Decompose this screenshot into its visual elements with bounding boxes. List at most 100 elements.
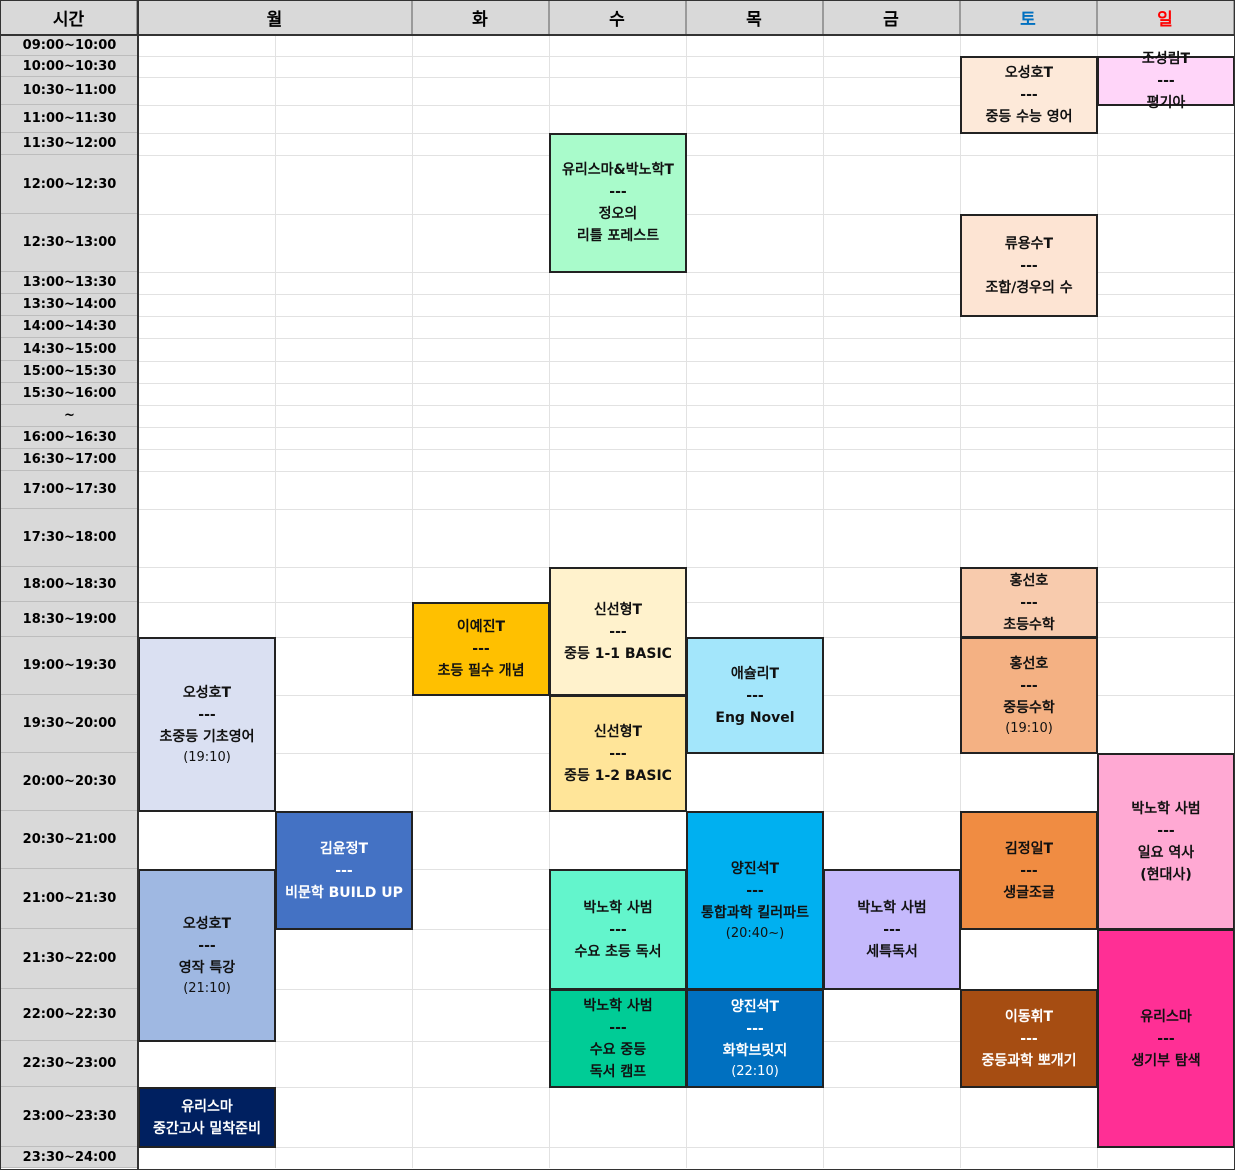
header-day-3: 수 — [549, 1, 686, 34]
header-day-1: 월 — [138, 1, 412, 34]
class-title: 영작 특강 — [178, 959, 236, 976]
class-title: 중등 1-1 BASIC — [564, 645, 672, 662]
class-divider: --- — [472, 641, 490, 657]
class-block[interactable]: 오성호T --- 영작 특강 (21:10) — [138, 869, 276, 1042]
class-block[interactable]: 이동휘T --- 중등과학 뽀개기 — [960, 989, 1098, 1088]
header-col-line — [549, 0, 550, 34]
time-slot: 15:30~16:00 — [1, 383, 138, 405]
time-slot: 21:30~22:00 — [1, 929, 138, 989]
header-day-7: 일 — [1097, 1, 1234, 34]
class-title: 통합과학 킬러파트 — [701, 904, 809, 921]
time-slot: 23:00~23:30 — [1, 1087, 138, 1147]
header-separator — [0, 34, 1235, 36]
class-teacher: 오성호T — [1004, 65, 1054, 81]
class-block[interactable]: 오성호T --- 초중등 기초영어 (19:10) — [138, 637, 276, 812]
class-title: Eng Novel — [715, 709, 795, 726]
time-slot: 13:00~13:30 — [1, 272, 138, 294]
class-divider: --- — [609, 184, 627, 200]
class-block[interactable]: 박노학 사범 --- 일요 역사 (현대사) — [1097, 753, 1235, 930]
time-slot: 20:30~21:00 — [1, 811, 138, 869]
class-teacher: 홍선호 — [1009, 572, 1049, 589]
class-teacher: 신선형T — [593, 601, 643, 618]
class-time-note: (20:40~) — [725, 925, 785, 941]
class-title: 중등과학 뽀개기 — [981, 1052, 1077, 1069]
class-teacher: 이동휘T — [1004, 1008, 1054, 1025]
class-teacher: 박노학 사범 — [583, 997, 653, 1014]
time-slot: 22:30~23:00 — [1, 1041, 138, 1087]
grid-col-line — [823, 35, 824, 1168]
class-time-note: (22:10) — [731, 1063, 779, 1079]
class-time-note: (21:10) — [183, 980, 231, 996]
class-block[interactable]: 오성호T --- 중등 수능 영어 — [960, 56, 1098, 134]
header-col-line — [1097, 0, 1098, 34]
header-day-2: 화 — [412, 1, 549, 34]
time-slot: 10:00~10:30 — [1, 56, 138, 77]
header-time-label: 시간 — [1, 1, 137, 34]
time-slot: 16:30~17:00 — [1, 449, 138, 471]
time-slot: 10:30~11:00 — [1, 77, 138, 105]
time-slot: 20:00~20:30 — [1, 753, 138, 811]
header-col-line — [686, 0, 687, 34]
class-block[interactable]: 신선형T --- 중등 1-1 BASIC — [549, 567, 687, 696]
class-divider: --- — [1157, 1030, 1175, 1047]
class-divider: --- — [746, 882, 764, 899]
class-title: 평기아 — [1146, 95, 1186, 111]
class-block[interactable]: 양진석T --- 화학브릿지 (22:10) — [686, 989, 824, 1088]
class-divider: --- — [1157, 73, 1175, 89]
class-teacher: 오성호T — [182, 915, 232, 932]
header-day-4: 목 — [686, 1, 823, 34]
class-block[interactable]: 홍선호 --- 초등수학 — [960, 567, 1098, 638]
class-time-note: (19:10) — [183, 749, 231, 765]
class-teacher: 김정일T — [1004, 840, 1054, 857]
class-block[interactable]: 류용수T --- 조합/경우의 수 — [960, 214, 1098, 317]
class-teacher: 조성림T — [1141, 51, 1191, 67]
class-block[interactable]: 양진석T --- 통합과학 킬러파트 (20:40~) — [686, 811, 824, 990]
class-title: 초중등 기초영어 — [159, 728, 255, 745]
class-block[interactable]: 조성림T --- 평기아 — [1097, 51, 1235, 111]
class-title: 중등 수능 영어 — [985, 109, 1073, 125]
class-teacher: 홍선호 — [1009, 655, 1049, 672]
time-slot: 19:00~19:30 — [1, 637, 138, 695]
class-teacher: 유리스마 — [181, 1098, 233, 1115]
class-title: 초등수학 — [1003, 616, 1055, 633]
class-divider: --- — [609, 1019, 627, 1036]
class-block[interactable]: 홍선호 --- 중등수학 (19:10) — [960, 637, 1098, 754]
class-divider: --- — [1020, 594, 1038, 611]
class-divider: --- — [1020, 257, 1038, 274]
class-block[interactable]: 박노학 사범 --- 수요 초등 독서 — [549, 869, 687, 990]
class-divider: --- — [609, 745, 627, 762]
class-divider: --- — [609, 921, 627, 938]
class-block[interactable]: 박노학 사범 --- 수요 중등 독서 캠프 — [549, 989, 687, 1088]
class-block[interactable]: 김정일T --- 생글조글 — [960, 811, 1098, 930]
class-divider: --- — [609, 623, 627, 640]
class-block[interactable]: 유리스마 중간고사 밀착준비 — [138, 1087, 276, 1148]
class-time-note: (19:10) — [1005, 720, 1053, 736]
time-slot: 12:30~13:00 — [1, 214, 138, 272]
class-divider: --- — [1020, 87, 1038, 103]
class-divider: --- — [1020, 677, 1038, 694]
class-block[interactable]: 김윤정T --- 비문학 BUILD UP — [275, 811, 413, 930]
class-teacher: 김윤정T — [319, 840, 369, 857]
time-slot: 14:00~14:30 — [1, 316, 138, 338]
class-divider: --- — [746, 1020, 764, 1037]
class-title: 생글조글 — [1003, 884, 1055, 901]
class-divider: --- — [883, 921, 901, 938]
class-block[interactable]: 애슐리T --- Eng Novel — [686, 637, 824, 754]
time-slot: 15:00~15:30 — [1, 361, 138, 383]
class-teacher: 박노학 사범 — [857, 899, 927, 916]
class-title: 생기부 탐색 — [1131, 1052, 1201, 1069]
header-col-line — [412, 0, 413, 34]
class-title: 초등 필수 개념 — [437, 663, 525, 679]
class-block[interactable]: 유리스마&박노학T --- 정오의 리틀 포레스트 — [549, 133, 687, 273]
class-block[interactable]: 유리스마 --- 생기부 탐색 — [1097, 929, 1235, 1148]
class-block[interactable]: 박노학 사범 --- 세특독서 — [823, 869, 961, 990]
class-teacher: 박노학 사범 — [1131, 800, 1201, 817]
class-teacher: 양진석T — [730, 998, 780, 1015]
class-teacher: 류용수T — [1004, 235, 1054, 252]
time-column-separator — [137, 0, 139, 1170]
class-block[interactable]: 이예진T --- 초등 필수 개념 — [412, 602, 550, 696]
class-block[interactable]: 신선형T --- 중등 1-2 BASIC — [549, 695, 687, 812]
time-slot: 21:00~21:30 — [1, 869, 138, 929]
class-title: 화학브릿지 — [722, 1042, 788, 1059]
time-slot: 13:30~14:00 — [1, 294, 138, 316]
